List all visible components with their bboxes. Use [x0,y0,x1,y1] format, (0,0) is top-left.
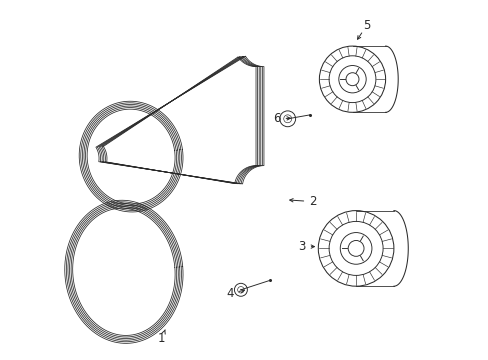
Text: 4: 4 [226,287,233,300]
Text: 6: 6 [273,112,280,125]
Text: 3: 3 [298,240,305,253]
Text: 2: 2 [308,195,316,208]
Text: 1: 1 [158,332,165,345]
Text: 5: 5 [363,19,370,32]
